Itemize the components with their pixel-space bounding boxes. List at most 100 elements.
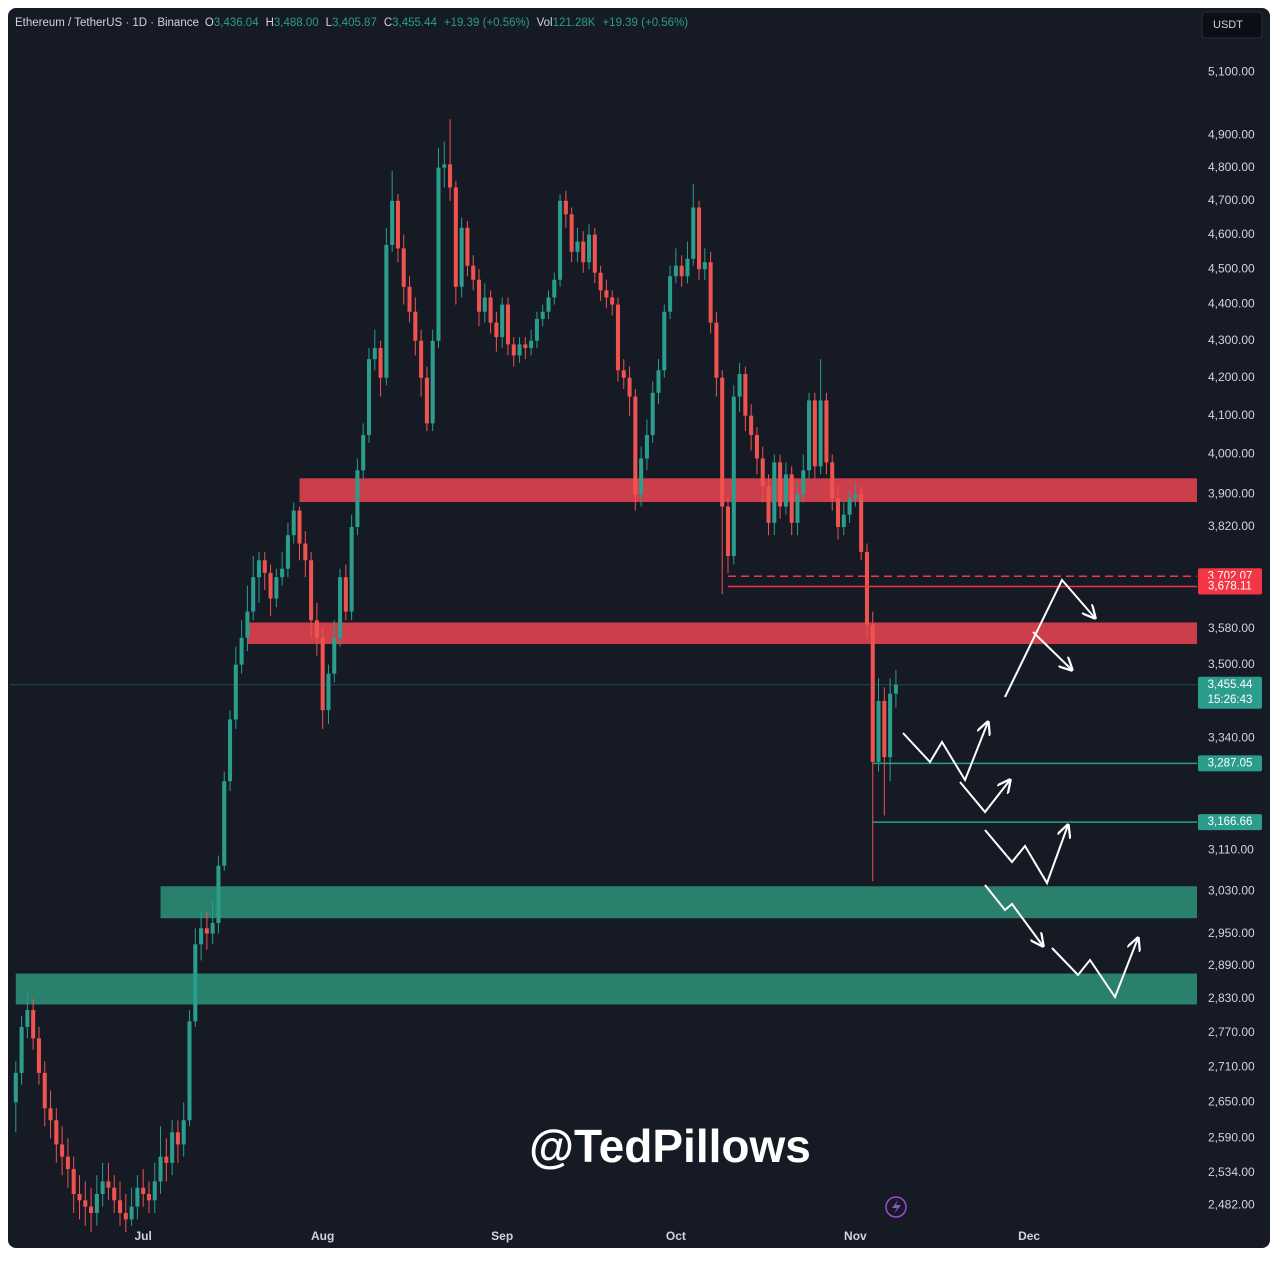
- price-label: 3,678.11: [1208, 581, 1252, 593]
- candle-body: [668, 276, 673, 312]
- candle-body: [25, 1010, 30, 1027]
- candle-body: [401, 248, 406, 287]
- candle-body: [135, 1187, 140, 1207]
- candle-body: [442, 164, 447, 168]
- header-value: 121.28K: [553, 17, 596, 29]
- candle-body: [644, 434, 649, 459]
- watermark: @TedPillows: [529, 1120, 811, 1172]
- candle-body: [430, 340, 435, 424]
- candle-body: [459, 227, 464, 287]
- alert-icon[interactable]: [885, 1196, 907, 1218]
- candle-body: [262, 560, 267, 573]
- candle-body: [697, 207, 702, 270]
- candle-body: [795, 494, 800, 523]
- candle-body: [783, 474, 788, 507]
- candle-body: [673, 265, 678, 277]
- y-tick-label: 2,650.00: [1208, 1094, 1255, 1108]
- candle-body: [517, 344, 522, 356]
- candle-body: [175, 1132, 180, 1145]
- header-key: H: [266, 17, 274, 29]
- candle-body: [847, 498, 852, 515]
- y-tick-label: 4,500.00: [1208, 261, 1255, 275]
- candle-body: [193, 944, 198, 1022]
- y-tick-label: 4,600.00: [1208, 227, 1255, 241]
- price-label: 3,455.44: [1208, 679, 1253, 691]
- candle-body: [228, 719, 233, 782]
- candle-body: [395, 200, 400, 249]
- candle-body: [807, 400, 812, 471]
- candle-body: [251, 577, 256, 612]
- candle-body: [100, 1181, 105, 1194]
- header-key: Vol: [537, 17, 553, 29]
- candle-body: [702, 262, 707, 270]
- zone: [299, 478, 1197, 503]
- candle-body: [453, 187, 458, 287]
- x-tick-label: Oct: [666, 1229, 686, 1243]
- candle-body: [824, 400, 829, 463]
- candle-body: [187, 1021, 192, 1121]
- y-tick-label: 4,400.00: [1208, 297, 1255, 311]
- candle-body: [106, 1181, 111, 1188]
- header-value: 3,436.04: [214, 17, 259, 29]
- candle-body: [818, 400, 823, 467]
- candle-body: [476, 279, 482, 312]
- candle-body: [256, 560, 262, 578]
- candle-body: [870, 624, 875, 762]
- candle-body: [882, 700, 887, 758]
- candle-body: [731, 396, 736, 557]
- candle-body: [332, 637, 337, 674]
- candle-body: [42, 1072, 47, 1109]
- candle-body: [737, 374, 742, 397]
- candle-body: [841, 514, 846, 527]
- candle-body: [615, 304, 621, 371]
- y-tick-label: 2,770.00: [1208, 1025, 1255, 1039]
- price-label: 3,287.05: [1208, 757, 1253, 769]
- x-tick-label: Dec: [1018, 1229, 1040, 1243]
- zone: [247, 622, 1197, 645]
- y-tick-label: 4,000.00: [1208, 447, 1255, 461]
- candle-body: [853, 494, 858, 499]
- candle-body: [714, 322, 719, 378]
- candle-body: [117, 1200, 123, 1213]
- candle-body: [725, 506, 731, 557]
- y-tick-label: 2,534.00: [1208, 1165, 1255, 1179]
- y-tick-label: 2,830.00: [1208, 991, 1255, 1005]
- candle-body: [830, 462, 835, 499]
- price-label: 3,166.66: [1208, 816, 1253, 828]
- y-tick-label: 4,200.00: [1208, 370, 1255, 384]
- candle-body: [13, 1072, 18, 1103]
- header-value: +19.39 (+0.56%): [444, 17, 530, 29]
- candle-body: [888, 693, 893, 758]
- candle-body: [523, 344, 528, 349]
- candle-body: [83, 1200, 88, 1207]
- candle-body: [77, 1193, 82, 1201]
- y-tick-label: 3,110.00: [1208, 843, 1254, 857]
- candle-body: [343, 577, 348, 612]
- candle-body: [691, 207, 696, 259]
- y-tick-label: 3,580.00: [1208, 621, 1255, 635]
- price-label-box: [1198, 814, 1262, 831]
- arrow: [984, 825, 1068, 886]
- candle-body: [361, 434, 366, 471]
- chart-title: Ethereum / TetherUS · 1D · Binance: [15, 17, 199, 29]
- currency-button[interactable]: [1201, 11, 1263, 39]
- candle-body: [801, 470, 806, 495]
- zone: [160, 886, 1197, 919]
- candle-body: [233, 664, 238, 720]
- candle-body: [268, 572, 273, 599]
- currency-label: USDT: [1213, 19, 1243, 31]
- candle-body: [575, 241, 580, 252]
- candle-body: [766, 486, 771, 523]
- alert-icon-bolt: [892, 1200, 901, 1214]
- candle-body: [633, 396, 638, 495]
- header-value: 3,488.00: [274, 17, 319, 29]
- candle-body: [48, 1108, 53, 1121]
- candle-body: [181, 1120, 186, 1145]
- y-tick-label: 4,800.00: [1208, 160, 1255, 174]
- candle-body: [60, 1144, 65, 1157]
- y-tick-label: 2,950.00: [1208, 926, 1255, 940]
- y-tick-label: 4,900.00: [1208, 127, 1255, 141]
- candle-body: [604, 290, 609, 298]
- candle-body: [627, 377, 632, 397]
